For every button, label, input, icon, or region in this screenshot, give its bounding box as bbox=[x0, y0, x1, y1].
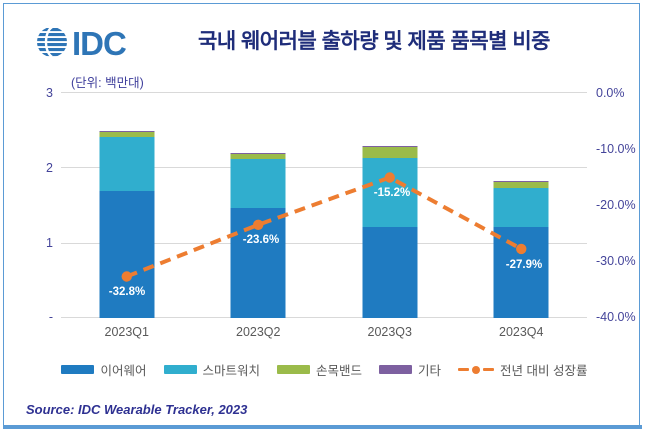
y-axis-right-tick: -40.0% bbox=[596, 310, 636, 324]
legend-item-earwear[interactable]: 이어웨어 bbox=[61, 360, 147, 379]
source-note: Source: IDC Wearable Tracker, 2023 bbox=[26, 402, 248, 417]
x-axis-label: 2023Q4 bbox=[499, 325, 544, 339]
gridline bbox=[61, 167, 587, 169]
bar-segment-earwear[interactable] bbox=[362, 226, 418, 318]
legend-label: 기타 bbox=[418, 363, 442, 378]
legend-line-marker-icon bbox=[458, 364, 495, 374]
bar-segment-wristband[interactable] bbox=[362, 147, 418, 158]
page-title: 국내 웨어러블 출하량 및 제품 품목별 비중 bbox=[198, 30, 550, 53]
bar-segment-other[interactable] bbox=[362, 145, 418, 147]
legend-item-wristband[interactable]: 손목밴드 bbox=[277, 360, 362, 379]
gridline bbox=[61, 317, 587, 318]
bar-segment-other[interactable] bbox=[230, 152, 286, 155]
bar-group: 2023Q2 bbox=[193, 92, 325, 339]
plot-area: 3 2 1 - 0.0% -10.0% -20.0% -30.0% -40.0%… bbox=[46, 87, 636, 339]
bar-segment-earwear[interactable] bbox=[493, 226, 549, 318]
bar-segment-smartwatch[interactable] bbox=[362, 157, 418, 227]
legend-label: 스마트워치 bbox=[202, 363, 261, 378]
y-axis-left-tick: - bbox=[48, 310, 53, 324]
legend-item-other[interactable]: 기타 bbox=[379, 360, 441, 379]
bar-group: 2023Q4 bbox=[456, 92, 588, 339]
legend: 이어웨어 스마트워치 손목밴드 기타 전년 대비 성장률 bbox=[4, 359, 645, 379]
unit-note: (단위: 백만대) bbox=[71, 76, 144, 90]
bar-segment-wristband[interactable] bbox=[493, 182, 549, 189]
idc-logo: IDC bbox=[34, 21, 159, 63]
legend-swatch-icon bbox=[277, 364, 311, 374]
y-axis-right-tick: -30.0% bbox=[596, 254, 636, 268]
svg-text:IDC: IDC bbox=[72, 25, 126, 62]
x-axis-label: 2023Q2 bbox=[236, 325, 281, 339]
bar-segment-smartwatch[interactable] bbox=[493, 188, 549, 227]
bar-segment-earwear[interactable] bbox=[99, 190, 155, 318]
bar-segment-earwear[interactable] bbox=[230, 207, 286, 318]
bar-segment-wristband[interactable] bbox=[230, 154, 286, 159]
x-axis-label: 2023Q1 bbox=[104, 325, 149, 339]
legend-item-smartwatch[interactable]: 스마트워치 bbox=[163, 360, 261, 379]
legend-label: 전년 대비 성장률 bbox=[500, 363, 588, 378]
card-bottom-accent bbox=[3, 425, 642, 429]
y-axis-left-tick: 1 bbox=[46, 236, 53, 250]
y-axis-right-tick: -10.0% bbox=[596, 142, 636, 156]
legend-swatch-icon bbox=[61, 364, 95, 374]
legend-swatch-icon bbox=[163, 364, 197, 374]
bar-group: 2023Q3 bbox=[324, 92, 456, 339]
legend-label: 손목밴드 bbox=[316, 363, 363, 378]
bar-segment-smartwatch[interactable] bbox=[99, 136, 155, 191]
bar-segment-smartwatch[interactable] bbox=[230, 158, 286, 208]
y-axis-left-tick: 2 bbox=[46, 161, 53, 175]
legend-item-growth-rate[interactable]: 전년 대비 성장률 bbox=[458, 360, 588, 379]
chart-card: IDC 국내 웨어러블 출하량 및 제품 품목별 비중 (단위: 백만대) 3 … bbox=[3, 3, 640, 428]
bar-segment-wristband[interactable] bbox=[99, 132, 155, 137]
bar-segment-other[interactable] bbox=[493, 181, 549, 183]
legend-swatch-icon bbox=[379, 364, 413, 374]
y-axis-right-tick: -20.0% bbox=[596, 198, 636, 212]
bar-segment-other[interactable] bbox=[99, 130, 155, 132]
globe-icon bbox=[37, 26, 67, 58]
x-axis-label: 2023Q3 bbox=[367, 325, 412, 339]
bar-group: 2023Q1 bbox=[61, 92, 193, 339]
gridline bbox=[61, 92, 587, 93]
y-axis-left-tick: 3 bbox=[46, 86, 53, 100]
bar-series: 2023Q1 2023Q2 20 bbox=[61, 92, 588, 339]
legend-label: 이어웨어 bbox=[100, 363, 147, 378]
y-axis-right-tick: 0.0% bbox=[596, 86, 625, 100]
